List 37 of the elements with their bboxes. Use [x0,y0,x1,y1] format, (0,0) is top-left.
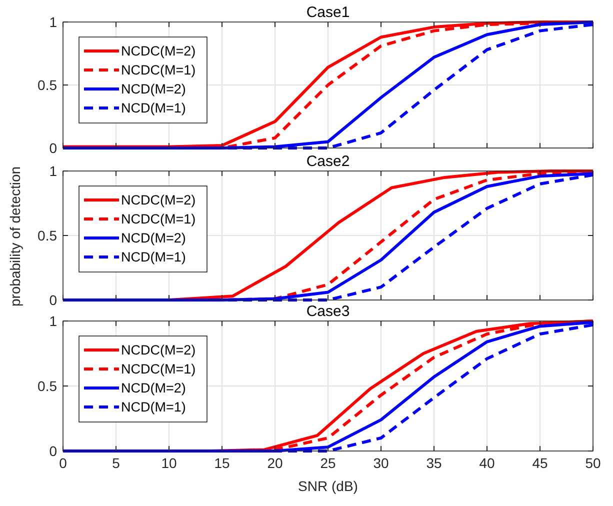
y-tick-label: 0 [49,442,58,459]
x-tick-label: 35 [426,455,442,471]
y-tick-label: 0.5 [38,227,58,244]
y-tick-label: 0.5 [38,378,58,394]
legend-label: NCDC(M=2) [121,192,196,208]
x-tick-label: 5 [112,455,120,471]
legend-label: NCD(M=2) [121,230,186,246]
x-tick-label: 25 [320,455,336,471]
y-tick-label: 1 [49,312,58,329]
legend-label: NCDC(M=1) [121,362,196,377]
x-tick-label: 0 [59,455,68,471]
legend-label: NCDC(M=1) [121,62,196,78]
x-tick-label: 10 [161,455,177,471]
x-tick-label: 40 [479,455,495,471]
legend-label: NCDC(M=2) [121,44,196,59]
y-tick-label: 0.5 [38,76,58,93]
legend-label: NCD(M=2) [121,380,186,396]
x-tick-label: 45 [532,455,548,471]
legend-label: NCDC(M=2) [121,342,196,358]
x-tick-label: 15 [214,455,230,471]
y-tick-label: 0 [49,140,58,156]
chart-title: Case3 [306,303,350,320]
legend-label: NCD(M=1) [121,250,186,265]
x-tick-label: 20 [267,455,283,471]
legend-label: NCD(M=1) [121,400,186,415]
x-axis-title: SNR (dB) [298,478,358,494]
legend-label: NCD(M=1) [121,100,186,116]
y-axis-title: probability of detection [7,166,23,307]
y-tick-label: 0 [49,292,58,308]
chart-title: Case1 [306,4,350,21]
legend-label: NCDC(M=1) [121,212,196,227]
legend-label: NCD(M=2) [121,82,186,97]
x-tick-label: 50 [585,455,601,471]
y-tick-label: 1 [49,162,58,179]
chart-title: Case2 [306,153,350,170]
y-tick-label: 1 [49,14,58,30]
x-tick-label: 30 [373,455,389,471]
